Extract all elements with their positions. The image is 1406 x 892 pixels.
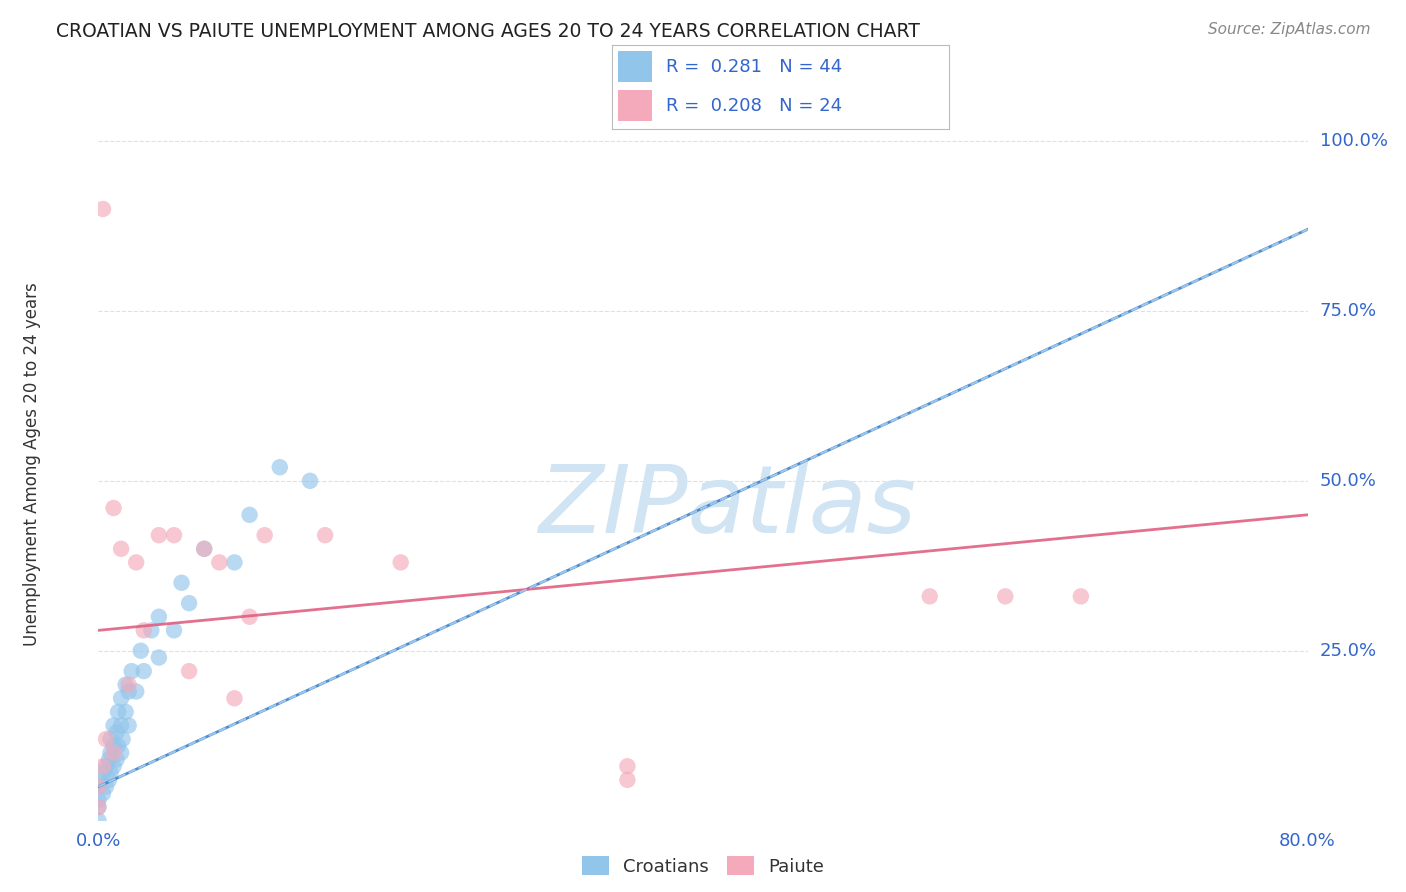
Point [103, 759, 125, 773]
Point [91, 787, 114, 801]
Point [163, 528, 186, 542]
Point [114, 705, 136, 719]
Point [148, 528, 170, 542]
Point [107, 705, 129, 719]
Point [616, 759, 638, 773]
Point [177, 664, 201, 678]
Point [98, 752, 121, 766]
Point [148, 650, 170, 665]
Point [148, 609, 170, 624]
Point [100, 746, 122, 760]
Point [170, 575, 193, 590]
Point [239, 609, 262, 624]
Point [253, 528, 276, 542]
Text: Unemployment Among Ages 20 to 24 years: Unemployment Among Ages 20 to 24 years [22, 282, 41, 646]
Point [224, 691, 246, 706]
Point [87, 800, 110, 814]
Point [193, 541, 215, 556]
Point [110, 746, 132, 760]
Text: 25.0%: 25.0% [1320, 641, 1376, 660]
Point [110, 541, 132, 556]
Point [125, 684, 148, 698]
Point [118, 678, 141, 692]
FancyBboxPatch shape [619, 90, 652, 120]
Point [105, 725, 128, 739]
Point [239, 508, 262, 522]
Point [94, 759, 117, 773]
Point [224, 555, 246, 569]
Point [103, 746, 125, 760]
Text: 100.0%: 100.0% [1320, 132, 1388, 150]
Point [103, 501, 125, 516]
Point [193, 541, 215, 556]
Point [141, 624, 163, 638]
Point [87, 772, 110, 787]
Point [94, 780, 117, 794]
Point [100, 766, 122, 780]
Point [110, 691, 132, 706]
Point [107, 739, 129, 753]
Point [177, 596, 201, 610]
Point [994, 590, 1017, 604]
Point [94, 732, 117, 747]
Point [314, 528, 336, 542]
Text: CROATIAN VS PAIUTE UNEMPLOYMENT AMONG AGES 20 TO 24 YEARS CORRELATION CHART: CROATIAN VS PAIUTE UNEMPLOYMENT AMONG AG… [56, 22, 920, 41]
Point [121, 664, 143, 678]
Point [125, 555, 148, 569]
Point [389, 555, 412, 569]
Point [118, 718, 141, 732]
Point [299, 474, 322, 488]
Point [87, 814, 110, 828]
Point [87, 780, 110, 794]
Text: 75.0%: 75.0% [1320, 301, 1376, 320]
Point [118, 684, 141, 698]
Point [111, 732, 134, 747]
Point [918, 590, 941, 604]
Point [98, 772, 121, 787]
Point [103, 718, 125, 732]
Point [114, 678, 136, 692]
Point [163, 624, 186, 638]
FancyBboxPatch shape [619, 52, 652, 82]
Point [132, 624, 155, 638]
Point [269, 460, 291, 475]
Point [132, 664, 155, 678]
Point [616, 772, 638, 787]
Point [91, 766, 114, 780]
Text: R =  0.208   N = 24: R = 0.208 N = 24 [665, 96, 842, 114]
Text: Source: ZipAtlas.com: Source: ZipAtlas.com [1208, 22, 1371, 37]
Point [129, 644, 152, 658]
Point [1070, 590, 1092, 604]
Text: ZIPatlas: ZIPatlas [538, 461, 917, 552]
Point [105, 752, 128, 766]
Point [91, 759, 114, 773]
Point [110, 718, 132, 732]
Text: R =  0.281   N = 44: R = 0.281 N = 44 [665, 58, 842, 76]
Point [91, 202, 114, 216]
Point [87, 800, 110, 814]
Point [100, 732, 122, 747]
Point [87, 780, 110, 794]
Point [208, 555, 231, 569]
Legend: Croatians, Paiute: Croatians, Paiute [575, 849, 831, 883]
Point [103, 739, 125, 753]
Point [87, 793, 110, 807]
Text: 50.0%: 50.0% [1320, 472, 1376, 490]
